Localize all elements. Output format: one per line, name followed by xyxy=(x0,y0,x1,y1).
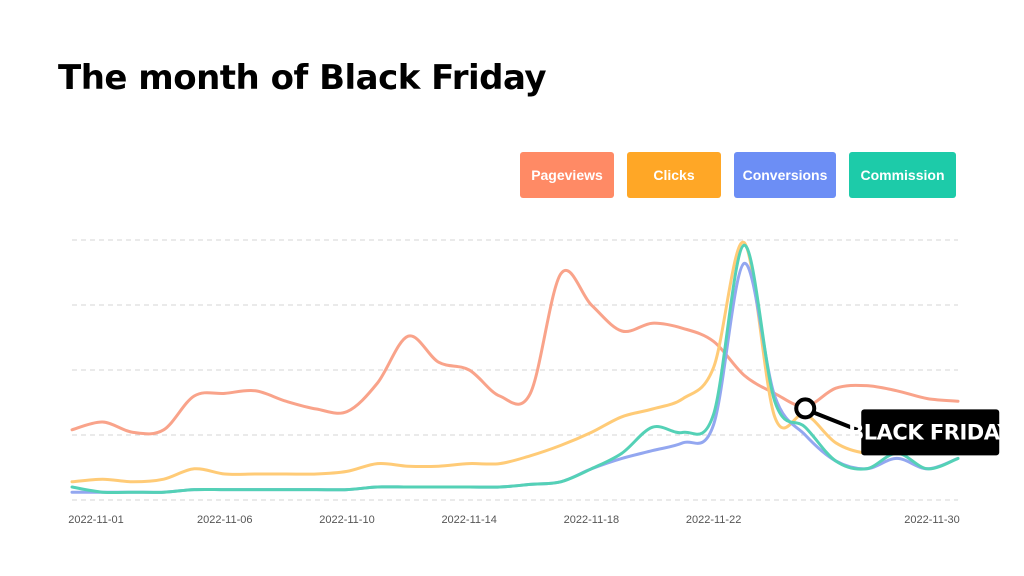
legend-button-commission[interactable]: Commission xyxy=(849,152,956,198)
callout-box xyxy=(861,409,1000,456)
series-line-clicks xyxy=(70,241,960,484)
callout-label: BLACK FRIDAY xyxy=(848,420,1013,444)
series-line-conversions xyxy=(70,261,960,494)
callout-marker xyxy=(794,397,817,420)
legend-button-clicks[interactable]: Clicks xyxy=(627,152,721,198)
x-tick-label: 2022-11-18 xyxy=(564,514,619,526)
legend-button-conversions[interactable]: Conversions xyxy=(734,152,836,198)
callout-connector xyxy=(812,410,862,434)
x-tick-label: 2022-11-10 xyxy=(319,514,374,526)
gridlines xyxy=(72,239,958,501)
series-line-pageviews xyxy=(70,269,960,436)
x-axis-ticks: 2022-11-01 2022-11-06 2022-11-10 2022-11-14… xyxy=(68,514,959,526)
series-lines xyxy=(70,241,960,495)
black-friday-callout: BLACK FRIDAY xyxy=(794,397,1014,456)
chart-title: The month of Black Friday xyxy=(58,58,547,98)
x-tick-label: 2022-11-01 xyxy=(68,514,123,526)
series-line-commission xyxy=(70,243,960,495)
x-tick-label: 2022-11-06 xyxy=(197,514,252,526)
x-tick-label: 2022-11-30 xyxy=(904,514,959,526)
x-tick-label: 2022-11-22 xyxy=(686,514,741,526)
x-tick-label: 2022-11-14 xyxy=(441,514,496,526)
legend-button-pageviews[interactable]: Pageviews xyxy=(520,152,614,198)
